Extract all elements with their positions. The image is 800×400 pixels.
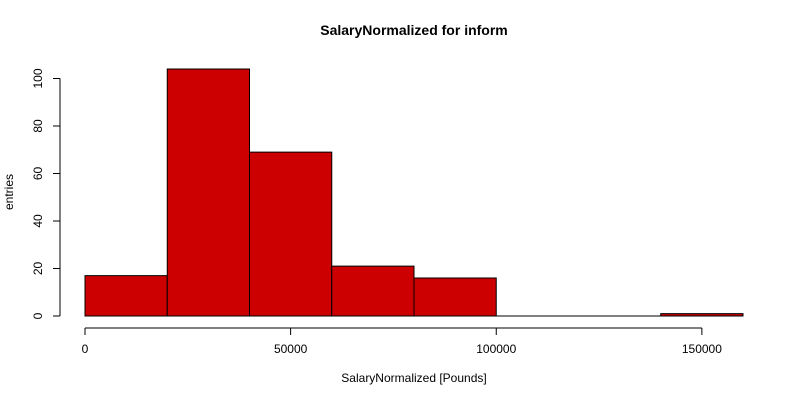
x-tick-label: 0 bbox=[82, 342, 89, 356]
histogram-bar-2 bbox=[249, 151, 333, 317]
x-axis: 0 50000 100000 150000 bbox=[82, 327, 722, 356]
y-tick-label: 100 bbox=[31, 68, 45, 88]
y-tick-label: 60 bbox=[31, 167, 45, 181]
y-tick-label: 80 bbox=[31, 119, 45, 133]
histogram-bar-3 bbox=[331, 265, 415, 317]
x-tick-label: 100000 bbox=[476, 342, 516, 356]
y-tick-label: 40 bbox=[31, 214, 45, 228]
x-tick-label: 50000 bbox=[274, 342, 308, 356]
x-tick-label: 150000 bbox=[682, 342, 722, 356]
bars-group bbox=[84, 68, 744, 317]
y-axis: 0 20 40 60 80 100 bbox=[31, 68, 61, 319]
y-tick-label: 0 bbox=[31, 312, 45, 319]
histogram-bar-4 bbox=[413, 277, 497, 317]
y-axis-label: entries bbox=[2, 174, 16, 210]
histogram-bar-7 bbox=[660, 313, 744, 317]
chart-title: SalaryNormalized for inform bbox=[320, 22, 508, 38]
x-axis-label: SalaryNormalized [Pounds] bbox=[341, 371, 486, 385]
histogram-bar-0 bbox=[84, 275, 168, 317]
y-tick-label: 20 bbox=[31, 262, 45, 276]
histogram-bar-1 bbox=[166, 68, 250, 317]
